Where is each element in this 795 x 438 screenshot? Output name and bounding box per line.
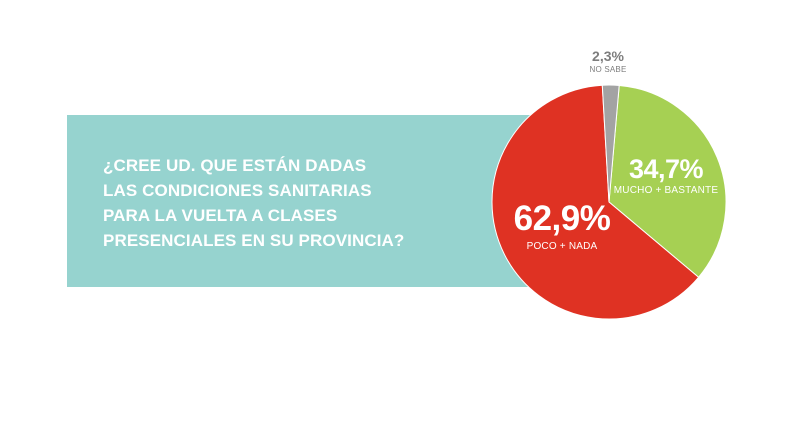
pie-slice-mucho-bastante: [608, 84, 727, 278]
pie-slice-no-sabe: [601, 84, 620, 203]
slice-value-mucho-bastante: 34,7%: [628, 154, 704, 184]
slice-value-poco-nada: 62,9%: [513, 199, 611, 238]
slice-caption-poco-nada: POCO + NADA: [526, 241, 598, 252]
slice-label-no-sabe: 2,3% NO SABE: [578, 48, 638, 74]
slice-label-mucho-bastante: 34,7% MUCHO + BASTANTE: [600, 154, 732, 196]
slice-label-poco-nada: 62,9% POCO + NADA: [497, 199, 627, 252]
pie-slice-poco-nada: [491, 84, 700, 320]
survey-question: ¿CREE UD. QUE ESTÁN DADAS LAS CONDICIONE…: [103, 156, 405, 250]
slice-caption-mucho-bastante: MUCHO + BASTANTE: [613, 185, 719, 196]
slice-value-no-sabe: 2,3%: [592, 48, 624, 64]
slice-caption-no-sabe: NO SABE: [589, 65, 627, 74]
